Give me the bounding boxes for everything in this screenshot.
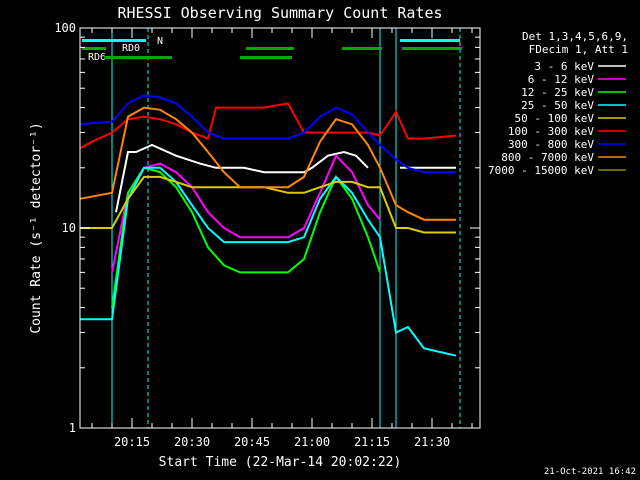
flag-label-rd6: RD6 [88,52,106,63]
flag-bar-rd0 [342,47,382,50]
flag-bar-rd0 [246,47,294,50]
legend-label: 6 - 12 keV [528,73,595,86]
x-tick-label: 21:15 [354,435,390,449]
legend-header-line2: FDecim 1, Att 1 [529,43,628,56]
y-tick-label: 10 [62,221,76,235]
series-line [79,102,457,150]
y-tick-label: 1 [69,421,76,435]
flag-label-rd0: RD0 [122,43,140,54]
x-tick-label: 20:15 [114,435,150,449]
legend-label: 800 - 7000 keV [501,151,594,164]
x-tick-label: 20:30 [174,435,210,449]
series-line [80,166,457,357]
series-line [111,153,381,273]
x-tick-label: 20:45 [234,435,270,449]
flag-label-n: N [157,36,163,47]
flag-bar-rd6 [240,56,292,59]
flag-bar-n [400,39,460,42]
flag-bar-rd0 [402,47,462,50]
series-line [79,94,456,174]
legend-label: 12 - 25 keV [521,86,594,99]
legend-label: 7000 - 15000 keV [488,164,594,177]
series-line [80,175,456,234]
flag-bar-rd6 [104,56,172,59]
flag-bar-rd0 [82,47,106,50]
legend-header-line1: Det 1,3,4,5,6,9, [522,30,628,43]
y-axis-label: Count Rate (s⁻¹ detector⁻¹) [29,122,44,333]
x-axis-label: Start Time (22-Mar-14 20:02:22) [159,455,402,470]
flag-bars: N RD0 RD6 [82,36,462,63]
x-tick-label: 21:00 [294,435,330,449]
chart-title: RHESSI Observing Summary Count Rates [117,4,442,22]
legend-label: 100 - 300 keV [508,125,594,138]
series-line [111,166,381,308]
legend-label: 50 - 100 keV [515,112,595,125]
y-tick-label: 100 [54,21,76,35]
legend-label: 300 - 800 keV [508,138,594,151]
series-line [79,106,456,221]
legend-label: 3 - 6 keV [534,60,594,73]
flag-bar-n [82,39,146,42]
legend-label: 25 - 50 keV [521,99,594,112]
x-tick-label: 21:30 [414,435,450,449]
footer-date: 21-Oct-2021 16:42 [544,467,636,477]
